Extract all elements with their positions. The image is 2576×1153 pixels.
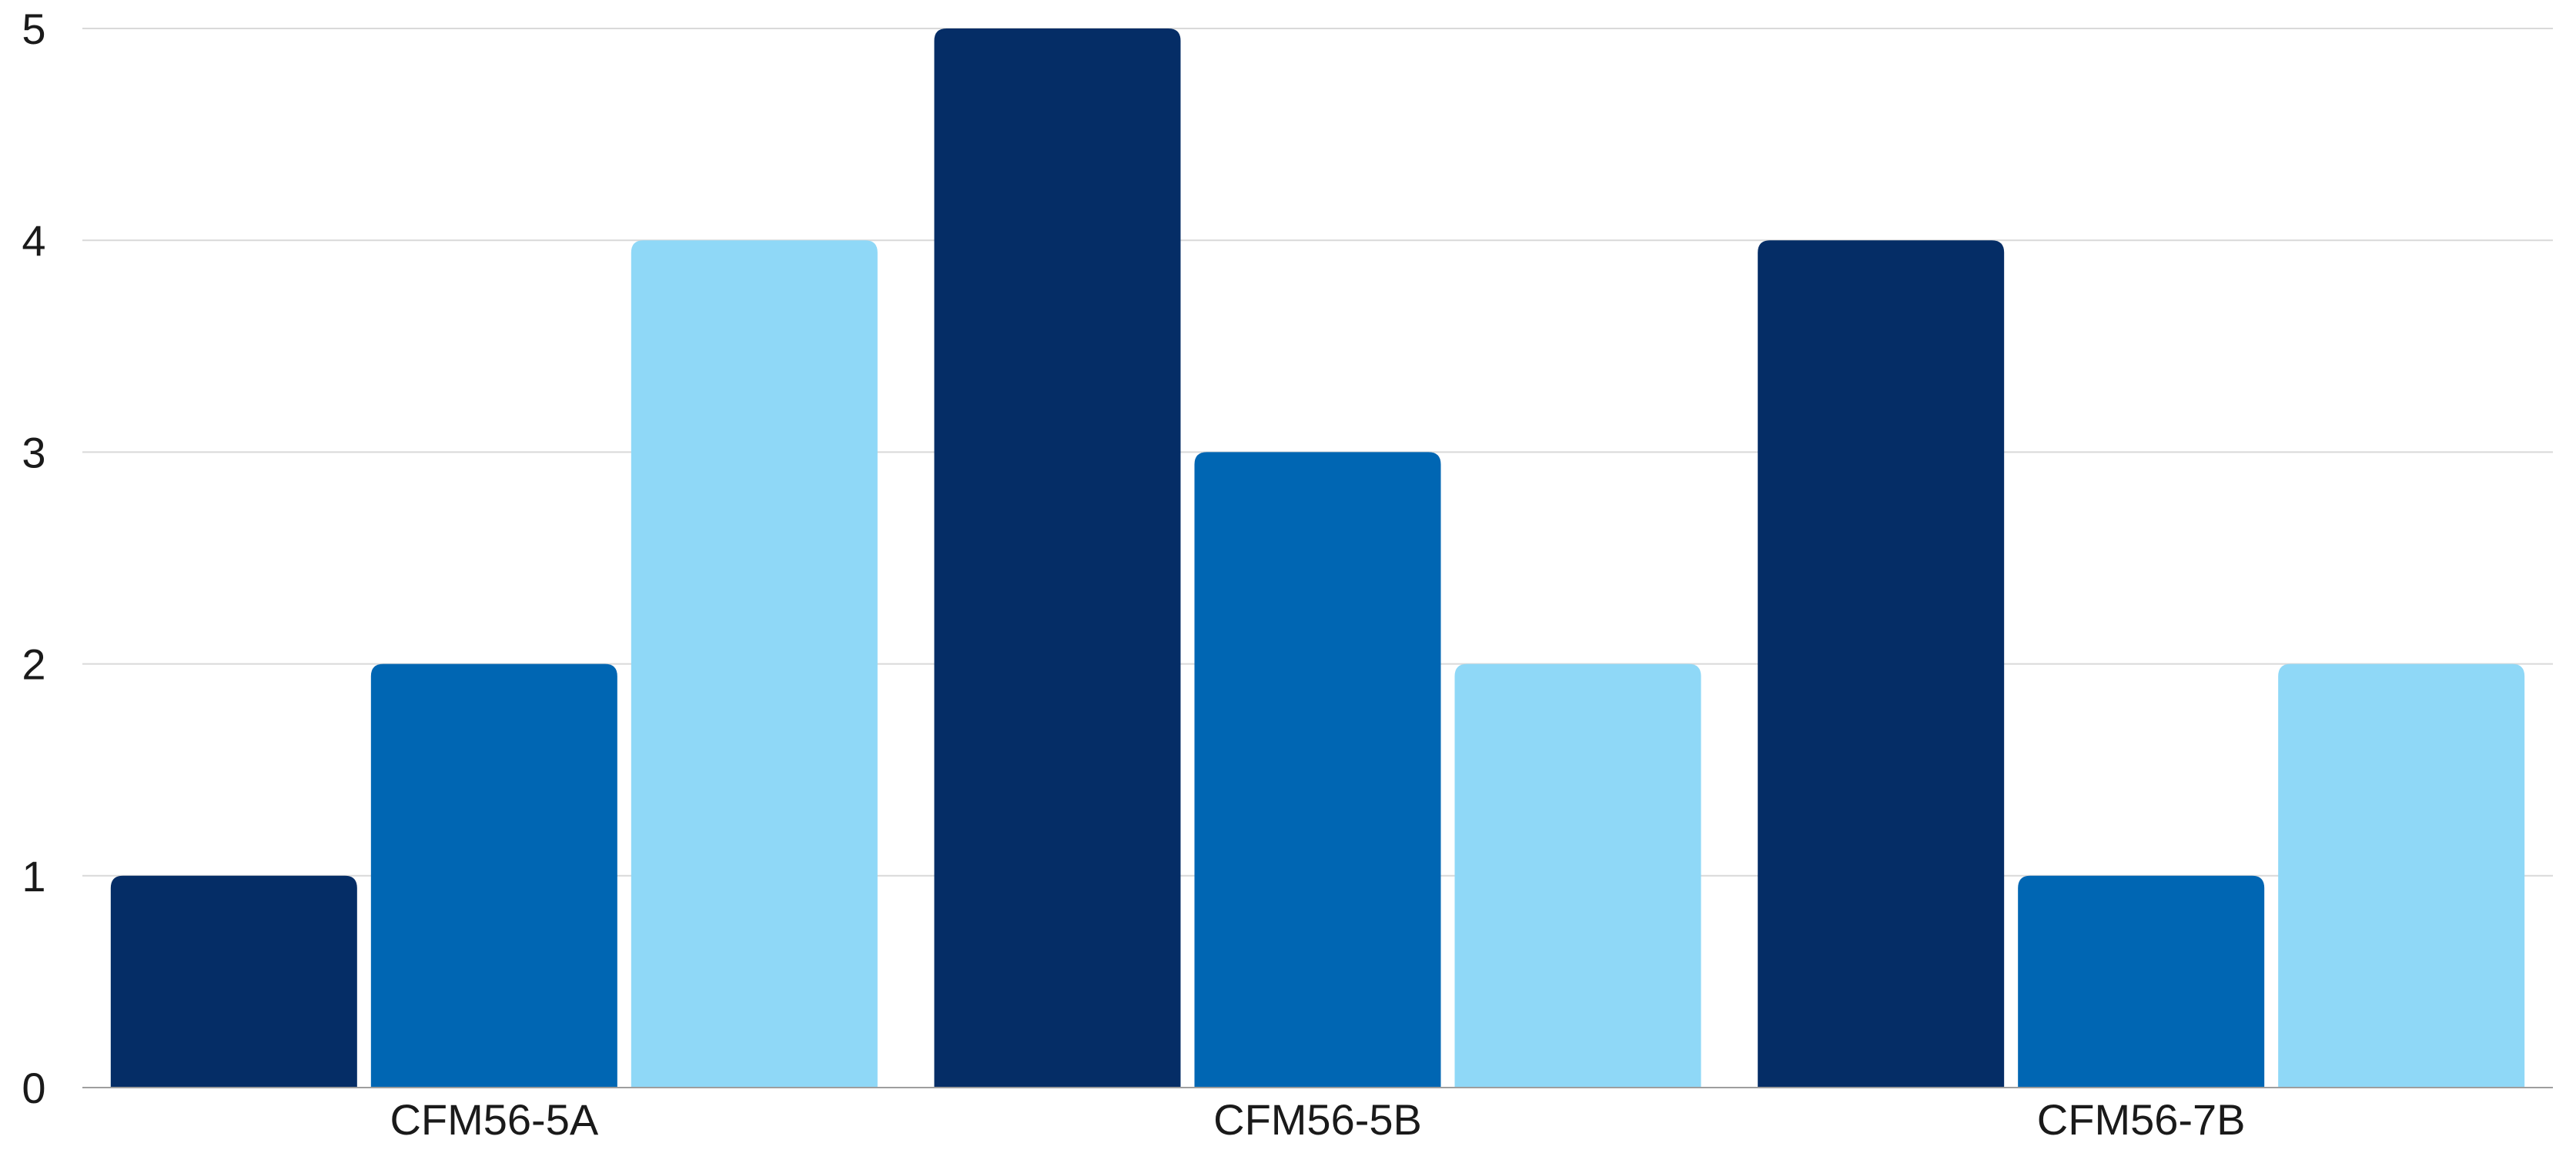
y-tick-label-2: 2 [22,640,45,689]
y-tick-label-5: 5 [22,5,45,53]
bar-CFM56-7B-series-1 [1758,240,2005,1088]
y-tick-label-0: 0 [22,1064,45,1112]
bar-CFM56-7B-series-3 [2278,663,2525,1088]
y-tick-label-4: 4 [22,216,45,265]
bar-CFM56-5B-series-1 [934,28,1181,1088]
y-axis-tick-labels: 0 1 2 3 4 5 [22,5,45,1112]
bar-CFM56-5A-series-2 [370,663,617,1088]
x-category-label-CFM56-5B: CFM56-5B [1213,1095,1422,1144]
x-category-label-CFM56-5A: CFM56-5A [390,1095,598,1144]
bar-CFM56-5B-series-3 [1454,663,1701,1088]
bar-CFM56-7B-series-2 [2018,875,2265,1088]
x-axis-category-labels: CFM56-5A CFM56-5B CFM56-7B [390,1095,2245,1144]
y-tick-label-1: 1 [22,852,45,901]
bar-CFM56-5A-series-3 [631,240,878,1088]
bar-CFM56-5A-series-1 [110,875,357,1088]
x-category-label-CFM56-7B: CFM56-7B [2037,1095,2246,1144]
y-tick-label-3: 3 [22,428,45,476]
bar-CFM56-5B-series-2 [1194,452,1441,1088]
bars [110,28,2525,1088]
